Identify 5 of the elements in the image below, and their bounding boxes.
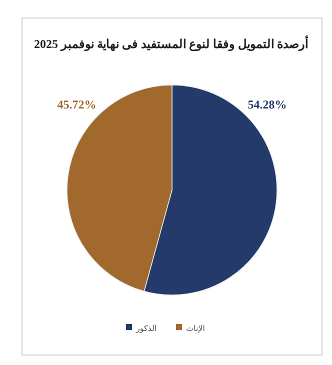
legend-label: الذكور: [135, 324, 157, 333]
legend-label: الإناث: [186, 324, 205, 333]
data-label: 45.72%: [57, 97, 96, 112]
chart-title: أرصدة التمويل وفقا لنوع المستفيد فى نهاية نوفمبر 2025: [34, 36, 308, 52]
data-label: 54.28%: [248, 97, 287, 112]
